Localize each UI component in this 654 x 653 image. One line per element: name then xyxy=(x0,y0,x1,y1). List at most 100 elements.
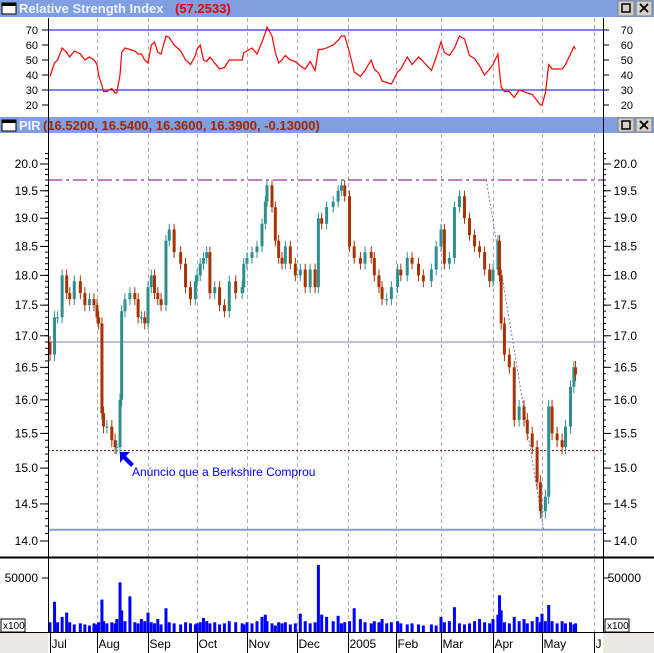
candle-body xyxy=(496,240,500,270)
price-tick-label-right: 18.5 xyxy=(614,239,638,253)
candle-body xyxy=(410,257,414,264)
volume-bar xyxy=(560,621,564,632)
volume-bar xyxy=(53,601,57,632)
rsi-panel-header xyxy=(0,0,654,17)
month-label-dec: Dec xyxy=(299,637,320,651)
month-label-oct: Oct xyxy=(199,637,218,651)
candle-body xyxy=(143,317,147,324)
volume-bar xyxy=(179,624,183,632)
volume-bar xyxy=(468,623,472,632)
volume-bar xyxy=(205,621,209,632)
price-tick-label-right: 19.5 xyxy=(614,184,638,198)
candle-body xyxy=(488,269,492,282)
price-ohlc-value: (16.5200, 16.5400, 16.3600, 16.3900, -0.… xyxy=(43,118,320,133)
candle-body xyxy=(245,257,249,264)
candle-body xyxy=(396,269,400,288)
volume-bar xyxy=(457,623,461,632)
candle-body xyxy=(48,342,52,355)
volume-bar xyxy=(363,622,367,632)
candle-body xyxy=(218,287,222,306)
volume-bar xyxy=(447,621,451,632)
maximize-button[interactable] xyxy=(617,0,635,17)
candle-body xyxy=(149,275,153,288)
month-label-nov: Nov xyxy=(249,637,270,651)
maximize-button[interactable] xyxy=(617,117,635,133)
volume-bar xyxy=(164,608,168,632)
candle-body xyxy=(250,252,254,258)
candle-body xyxy=(288,246,292,264)
volume-bar xyxy=(462,624,466,632)
candle-body xyxy=(547,406,551,497)
candle-body xyxy=(273,207,277,241)
candle-body xyxy=(87,299,91,306)
volume-bar xyxy=(336,615,340,632)
candle-body xyxy=(201,257,205,264)
candle-body xyxy=(95,305,99,318)
volume-bar xyxy=(156,619,160,632)
volume-bar xyxy=(442,622,446,632)
candle-body xyxy=(164,240,168,306)
volume-bar xyxy=(320,614,324,632)
volume-bar xyxy=(105,623,109,632)
candle-body xyxy=(417,263,420,276)
volume-bar xyxy=(195,623,199,632)
volume-bar xyxy=(184,622,188,632)
candle-body xyxy=(462,196,466,219)
candle-body xyxy=(213,287,217,294)
volume-bar xyxy=(102,621,106,632)
price-tick-label-right: 17.0 xyxy=(614,329,638,343)
candle-body xyxy=(348,196,352,247)
volume-bar xyxy=(550,621,554,632)
close-button[interactable] xyxy=(635,117,653,133)
volume-bar xyxy=(298,613,302,632)
volume-bar xyxy=(313,622,317,632)
window-icon-bar xyxy=(2,3,16,6)
month-label-mar: Mar xyxy=(443,637,464,651)
candle-body xyxy=(308,269,312,288)
volume-bar xyxy=(339,623,343,632)
close-button[interactable] xyxy=(635,0,653,17)
volume-bar xyxy=(325,616,329,632)
volume-bar xyxy=(358,619,362,632)
candle-body xyxy=(336,190,340,202)
rsi-line xyxy=(49,25,577,106)
candle-body xyxy=(535,447,539,483)
price-tick-label-left: 17.0 xyxy=(15,329,39,343)
candle-body xyxy=(136,299,140,318)
volume-plot xyxy=(48,565,578,632)
candle-body xyxy=(316,218,320,288)
window-icon-bar xyxy=(2,120,16,123)
volume-bar xyxy=(530,621,534,632)
volume-bar xyxy=(201,617,205,632)
candle-body xyxy=(293,263,297,276)
volume-bar xyxy=(136,623,140,632)
price-tick-label-right: 16.5 xyxy=(614,360,638,374)
candle-body xyxy=(358,257,362,264)
candle-body xyxy=(377,275,381,288)
candle-body xyxy=(263,201,267,224)
volume-bar xyxy=(222,623,226,632)
volume-bar xyxy=(133,622,137,632)
price-tick-label-left: 14.5 xyxy=(15,497,39,511)
candle-body xyxy=(457,196,461,208)
volume-bar xyxy=(417,624,420,632)
candle-body xyxy=(265,185,269,202)
price-tick-label-right: 14.0 xyxy=(614,534,638,548)
candle-body xyxy=(507,354,511,368)
rsi-tick-label-left: 40 xyxy=(26,70,38,82)
volume-bar xyxy=(499,610,503,632)
candle-body xyxy=(303,269,307,288)
candle-body xyxy=(78,281,82,294)
candle-body xyxy=(473,235,477,247)
volume-bar xyxy=(385,623,389,632)
volume-bar xyxy=(540,613,544,632)
candle-body xyxy=(120,311,124,400)
rsi-tick-label-right: 60 xyxy=(621,40,633,52)
volume-bar xyxy=(260,616,264,632)
trend-line xyxy=(485,179,545,530)
candle-body xyxy=(380,287,384,300)
month-label-aug: Aug xyxy=(99,637,120,651)
candle-body xyxy=(270,185,274,208)
volume-bar xyxy=(83,624,87,632)
